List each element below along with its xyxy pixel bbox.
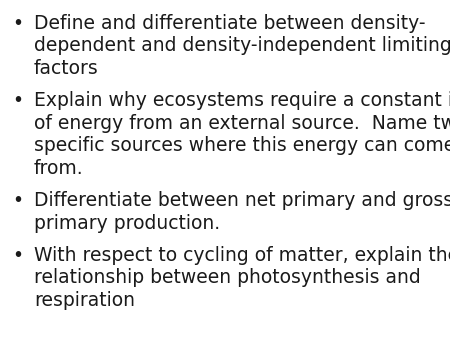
Text: With respect to cycling of matter, explain the
relationship between photosynthes: With respect to cycling of matter, expla… — [34, 246, 450, 310]
Text: •: • — [13, 191, 24, 210]
Text: •: • — [13, 14, 24, 32]
Text: Differentiate between net primary and gross
primary production.: Differentiate between net primary and gr… — [34, 191, 450, 233]
Text: •: • — [13, 91, 24, 110]
Text: •: • — [13, 246, 24, 265]
Text: Define and differentiate between density-
dependent and density-independent limi: Define and differentiate between density… — [34, 14, 450, 78]
Text: Explain why ecosystems require a constant input
of energy from an external sourc: Explain why ecosystems require a constan… — [34, 91, 450, 178]
